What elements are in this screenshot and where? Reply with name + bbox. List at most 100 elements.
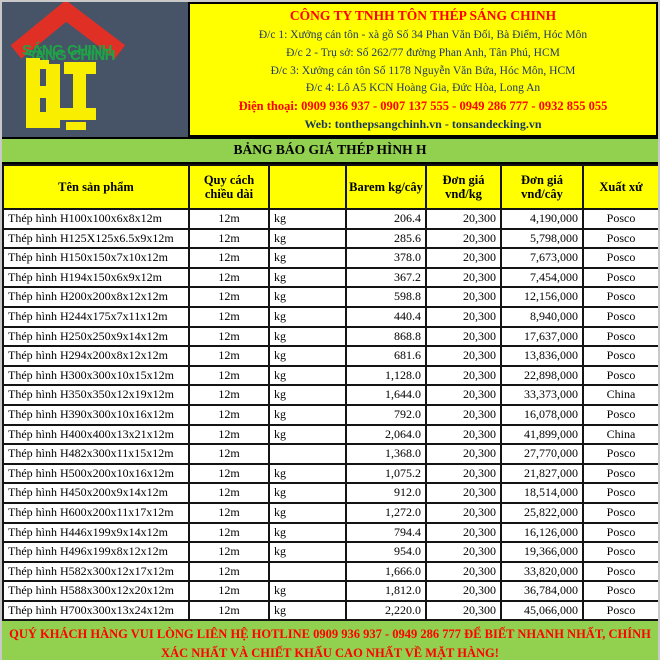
- price-per-kg-cell: 20,300: [425, 305, 502, 328]
- length-cell: 12m: [188, 462, 270, 485]
- price-per-bar-cell: 19,366,000: [500, 541, 584, 563]
- product-name-cell: Thép hình H496x199x8x12x12m: [2, 541, 190, 563]
- price-per-bar-cell: 41,899,000: [500, 423, 584, 446]
- barem-cell: 1,272.0: [345, 501, 427, 524]
- price-per-bar-cell: 36,784,000: [500, 580, 584, 602]
- price-per-kg-cell: 20,300: [425, 247, 502, 269]
- table-row: Thép hình H300x300x10x15x12m 12m kg 1,12…: [2, 364, 658, 387]
- price-per-kg-cell: 20,300: [425, 345, 502, 367]
- product-name-cell: Thép hình H244x175x7x11x12m: [2, 305, 190, 328]
- product-name-cell: Thép hình H100x100x6x8x12m: [2, 208, 190, 230]
- product-name-cell: Thép hình H390x300x10x16x12m: [2, 403, 190, 426]
- origin-cell: Posco: [582, 227, 658, 250]
- logo-beams-icon: [26, 58, 96, 130]
- length-cell: 12m: [188, 384, 270, 406]
- table-row: Thép hình H200x200x8x12x12m 12m kg 598.8…: [2, 286, 658, 308]
- product-name-cell: Thép hình H600x200x11x17x12m: [2, 501, 190, 524]
- website-links[interactable]: Web: tonthepsangchinh.vn - tonsandecking…: [304, 117, 542, 132]
- price-per-kg-cell: 20,300: [425, 462, 502, 485]
- table-row: Thép hình H482x300x11x15x12m 12m 1,368.0…: [2, 443, 658, 465]
- price-per-kg-cell: 20,300: [425, 560, 502, 583]
- table-header: Tên sản phẩm Quy cách chiều dài Barem kg…: [2, 164, 658, 210]
- product-name-cell: Thép hình H482x300x11x15x12m: [2, 443, 190, 465]
- barem-cell: 868.8: [345, 325, 427, 348]
- origin-cell: Posco: [582, 345, 658, 367]
- product-name-cell: Thép hình H582x300x12x17x12m: [2, 560, 190, 583]
- length-cell: 12m: [188, 580, 270, 602]
- length-cell: 12m: [188, 305, 270, 328]
- logo-text: SÁNG CHINH: [25, 47, 115, 64]
- price-per-bar-cell: 45,066,000: [500, 599, 584, 622]
- product-name-cell: Thép hình H294x200x8x12x12m: [2, 345, 190, 367]
- origin-cell: China: [582, 423, 658, 446]
- table-row: Thép hình H250x250x9x14x12m 12m kg 868.8…: [2, 325, 658, 348]
- column-header-product: Tên sản phẩm: [2, 164, 190, 210]
- price-per-bar-cell: 16,078,000: [500, 403, 584, 426]
- unit-cell: [268, 560, 347, 583]
- barem-cell: 912.0: [345, 482, 427, 504]
- price-per-kg-cell: 20,300: [425, 208, 502, 230]
- price-per-bar-cell: 7,673,000: [500, 247, 584, 269]
- origin-cell: Posco: [582, 580, 658, 602]
- price-per-bar-cell: 8,940,000: [500, 305, 584, 328]
- table-row: Thép hình H350x350x12x19x12m 12m kg 1,64…: [2, 384, 658, 406]
- barem-cell: 1,075.2: [345, 462, 427, 485]
- price-per-bar-cell: 27,770,000: [500, 443, 584, 465]
- column-header-length: Quy cách chiều dài: [188, 164, 270, 210]
- logo-roof-icon: [10, 2, 126, 59]
- product-name-cell: Thép hình H700x300x13x24x12m: [2, 599, 190, 622]
- origin-cell: Posco: [582, 560, 658, 583]
- table-row: Thép hình H700x300x13x24x12m 12m kg 2,22…: [2, 599, 658, 622]
- price-per-kg-cell: 20,300: [425, 482, 502, 504]
- length-cell: 12m: [188, 521, 270, 544]
- length-cell: 12m: [188, 501, 270, 524]
- origin-cell: Posco: [582, 521, 658, 544]
- table-row: Thép hình H125X125x6.5x9x12m 12m kg 285.…: [2, 227, 658, 250]
- barem-cell: 954.0: [345, 541, 427, 563]
- price-per-kg-cell: 20,300: [425, 423, 502, 446]
- price-per-kg-cell: 20,300: [425, 266, 502, 289]
- price-per-bar-cell: 4,190,000: [500, 208, 584, 230]
- price-per-kg-cell: 20,300: [425, 580, 502, 602]
- origin-cell: Posco: [582, 501, 658, 524]
- origin-cell: Posco: [582, 266, 658, 289]
- price-per-bar-cell: 12,156,000: [500, 286, 584, 308]
- origin-cell: Posco: [582, 305, 658, 328]
- barem-cell: 440.4: [345, 305, 427, 328]
- product-name-cell: Thép hình H194x150x6x9x12m: [2, 266, 190, 289]
- product-name-cell: Thép hình H588x300x12x20x12m: [2, 580, 190, 602]
- price-per-bar-cell: 5,798,000: [500, 227, 584, 250]
- barem-cell: 681.6: [345, 345, 427, 367]
- price-per-kg-cell: 20,300: [425, 541, 502, 563]
- table-row: Thép hình H150x150x7x10x12m 12m kg 378.0…: [2, 247, 658, 269]
- product-name-cell: Thép hình H250x250x9x14x12m: [2, 325, 190, 348]
- barem-cell: 378.0: [345, 247, 427, 269]
- origin-cell: Posco: [582, 599, 658, 622]
- column-header-unit: [268, 164, 347, 210]
- length-cell: 12m: [188, 423, 270, 446]
- length-cell: 12m: [188, 599, 270, 622]
- unit-cell: kg: [268, 305, 347, 328]
- price-per-bar-cell: 21,827,000: [500, 462, 584, 485]
- price-table-title: BẢNG BÁO GIÁ THÉP HÌNH H: [2, 137, 658, 164]
- origin-cell: Posco: [582, 462, 658, 485]
- length-cell: 12m: [188, 247, 270, 269]
- company-info-box: CÔNG TY TNHH TÔN THÉP SÁNG CHINH Đ/c 1: …: [188, 2, 658, 137]
- table-row: Thép hình H600x200x11x17x12m 12m kg 1,27…: [2, 501, 658, 524]
- price-per-bar-cell: 17,637,000: [500, 325, 584, 348]
- table-row: Thép hình H588x300x12x20x12m 12m kg 1,81…: [2, 580, 658, 602]
- price-per-bar-cell: 7,454,000: [500, 266, 584, 289]
- product-name-cell: Thép hình H350x350x12x19x12m: [2, 384, 190, 406]
- barem-cell: 285.6: [345, 227, 427, 250]
- table-row: Thép hình H500x200x10x16x12m 12m kg 1,07…: [2, 462, 658, 485]
- barem-cell: 598.8: [345, 286, 427, 308]
- product-name-cell: Thép hình H200x200x8x12x12m: [2, 286, 190, 308]
- price-per-kg-cell: 20,300: [425, 227, 502, 250]
- barem-cell: 792.0: [345, 403, 427, 426]
- barem-cell: 1,368.0: [345, 443, 427, 465]
- unit-cell: kg: [268, 580, 347, 602]
- origin-cell: Posco: [582, 286, 658, 308]
- price-per-bar-cell: 18,514,000: [500, 482, 584, 504]
- table-row: Thép hình H100x100x6x8x12m 12m kg 206.4 …: [2, 208, 658, 230]
